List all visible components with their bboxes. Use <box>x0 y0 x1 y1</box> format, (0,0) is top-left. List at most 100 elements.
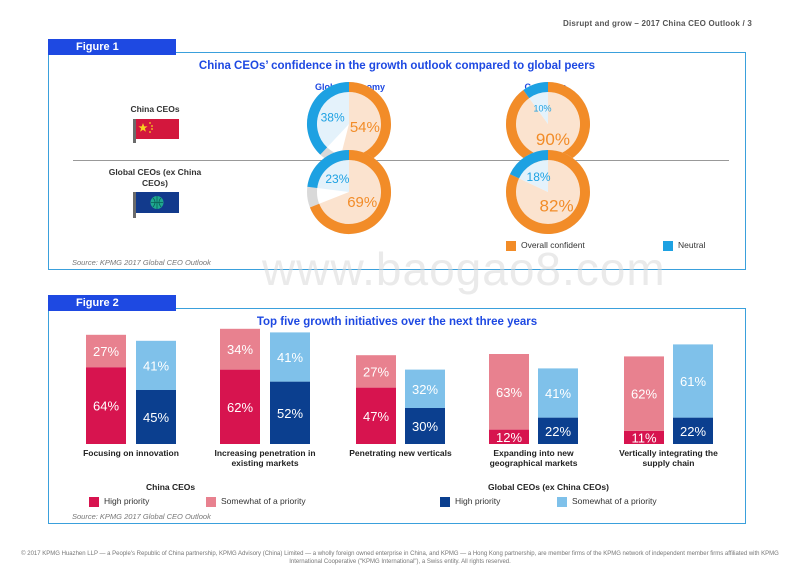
category-label: Focusing on innovation <box>83 448 179 458</box>
donut-confident-arc-1-1 <box>506 150 590 234</box>
bar-china-somewhat-2 <box>356 355 396 388</box>
bar-global-high-4 <box>673 417 713 444</box>
bar-label-china-somewhat-0: 27% <box>93 344 119 359</box>
bar-china-somewhat-1 <box>220 328 260 370</box>
bar-china-somewhat-3 <box>489 354 529 430</box>
bar-label-china-somewhat-2: 27% <box>363 364 389 379</box>
bar-label-china-somewhat-3: 63% <box>496 385 522 400</box>
bar-global-high-3 <box>538 417 578 444</box>
donut-neutral-arc-1-1 <box>509 150 549 179</box>
bar-china-high-1 <box>220 369 260 444</box>
donut-charts: 54% 38% 90% 10% 69% 23% 82% 18% <box>307 82 590 234</box>
donut-neutral-fill-0-0 <box>317 92 349 148</box>
donut-neutral-fill-1-1 <box>519 160 548 192</box>
donut-neutral-label-0-0: 38% <box>321 111 345 125</box>
donut-neutral-fill-1-0 <box>317 160 349 192</box>
donut-neutral-arc-1-0 <box>307 150 350 189</box>
bar-label-global-high-1: 52% <box>277 406 303 421</box>
bar-label-global-somewhat-3: 41% <box>545 386 571 401</box>
donut-confident-fill-0-0 <box>341 92 381 156</box>
group-title-global: Global CEOs (ex China CEOs) <box>488 482 609 492</box>
row-label-china-ceos: China CEOs <box>130 104 180 114</box>
legend-swatch-china-high <box>89 496 99 507</box>
bar-label-china-high-1: 62% <box>227 400 253 415</box>
row-label-global-ceos: Global CEOs (ex China CEOs) <box>95 167 215 189</box>
bar-label-global-somewhat-4: 61% <box>680 374 706 389</box>
donut-neutral-label-1-0: 23% <box>325 172 349 186</box>
figure2-source: Source: KPMG 2017 Global CEO Outlook <box>72 512 211 521</box>
bar-label-global-high-2: 30% <box>412 419 438 434</box>
category-label: Increasing penetration in existing marke… <box>214 448 316 468</box>
legend-china-high: High priority <box>89 496 149 507</box>
figure1-tag: Figure 1 <box>48 39 176 55</box>
donut-confident-label-0-0: 54% <box>350 119 380 136</box>
bar-global-somewhat-4 <box>673 344 713 418</box>
bar-global-somewhat-1 <box>270 332 310 382</box>
donut-confident-fill-1-0 <box>319 160 382 224</box>
bar-label-global-somewhat-2: 32% <box>412 382 438 397</box>
legend-swatch-global-somewhat <box>557 496 567 507</box>
figure2-panel <box>48 308 746 524</box>
donut-neutral-label-1-1: 18% <box>527 170 551 184</box>
bar-label-china-somewhat-4: 62% <box>631 387 657 402</box>
legend-swatch-overall <box>506 240 516 251</box>
bar-chart: 64% 27% 45% 41% 62% 34% 52% 41% 47% 27% 30% 32% 12% 6… <box>86 328 713 445</box>
bar-global-somewhat-2 <box>405 369 445 408</box>
legend-global-somewhat-label: Somewhat of a priority <box>572 496 657 506</box>
bar-label-global-high-4: 22% <box>680 424 706 439</box>
legend-overall-confident: Overall confident <box>506 240 585 251</box>
bar-china-somewhat-4 <box>624 356 664 431</box>
figure2-title: Top five growth initiatives over the nex… <box>256 316 538 328</box>
watermark: www.baogao8.com <box>262 243 666 295</box>
legend-china-somewhat: Somewhat of a priority <box>206 496 306 507</box>
legend-swatch-china-somewhat <box>206 496 216 507</box>
legend-swatch-neutral <box>663 240 673 251</box>
row-label-global-ceos-text: Global CEOs (ex China CEOs) <box>108 167 202 188</box>
category-label: Vertically integrating the supply chain <box>619 448 718 468</box>
bar-china-high-4 <box>624 430 664 444</box>
legend-global-high-label: High priority <box>455 496 501 506</box>
globe-flag-icon <box>133 192 179 218</box>
donut-confident-label-1-0: 69% <box>347 194 377 211</box>
legend-china-high-label: High priority <box>104 496 150 506</box>
donut-neutral-arc-0-0 <box>307 82 350 155</box>
bar-label-china-high-3: 12% <box>496 430 522 445</box>
bar-china-somewhat-0 <box>86 334 126 368</box>
donut-confident-arc-1-0 <box>309 150 391 234</box>
legend-global-high: High priority <box>440 496 500 507</box>
legend-neutral: Neutral <box>663 240 705 251</box>
bar-label-global-high-3: 22% <box>545 424 571 439</box>
figure1-panel <box>48 52 746 270</box>
china-flag-icon <box>133 119 179 143</box>
bar-global-high-0 <box>136 390 176 444</box>
category-label: Expanding into new geographical markets <box>489 448 578 468</box>
legend-china-somewhat-label: Somewhat of a priority <box>221 496 306 506</box>
bar-label-global-somewhat-1: 41% <box>277 350 303 365</box>
footer-copyright: © 2017 KPMG Huazhen LLP — a People's Rep… <box>21 551 779 565</box>
bar-china-high-2 <box>356 387 396 444</box>
bar-label-global-high-0: 45% <box>143 410 169 425</box>
bar-china-high-3 <box>489 429 529 444</box>
legend-swatch-global-high <box>440 496 450 507</box>
group-title-china: China CEOs <box>146 482 196 492</box>
category-label: Penetrating new verticals <box>349 448 452 458</box>
donut-confident-label-0-1: 90% <box>536 130 570 149</box>
legend-neutral-label: Neutral <box>678 240 706 250</box>
bar-global-somewhat-3 <box>538 368 578 418</box>
page-header: Disrupt and grow – 2017 China CEO Outloo… <box>562 19 752 28</box>
donut-confident-label-1-1: 82% <box>540 197 574 216</box>
bar-label-china-high-4: 11% <box>631 430 656 445</box>
bar-china-high-0 <box>86 367 126 444</box>
donut-neutral-arc-0-1 <box>523 82 549 99</box>
donut-neutral-fill-0-1 <box>529 92 548 124</box>
legend-overall-label: Overall confident <box>521 240 585 250</box>
bar-label-china-high-0: 64% <box>93 399 119 414</box>
figure2-tag: Figure 2 <box>48 295 176 311</box>
donut-confident-fill-0-1 <box>516 92 581 156</box>
figure1-title: China CEOs’ confidence in the growth out… <box>198 60 596 72</box>
bar-global-somewhat-0 <box>136 340 176 390</box>
donut-neutral-label-0-1: 10% <box>534 103 552 113</box>
bar-global-high-1 <box>270 381 310 444</box>
legend-global-somewhat: Somewhat of a priority <box>557 496 657 507</box>
bar-global-high-2 <box>405 408 445 444</box>
